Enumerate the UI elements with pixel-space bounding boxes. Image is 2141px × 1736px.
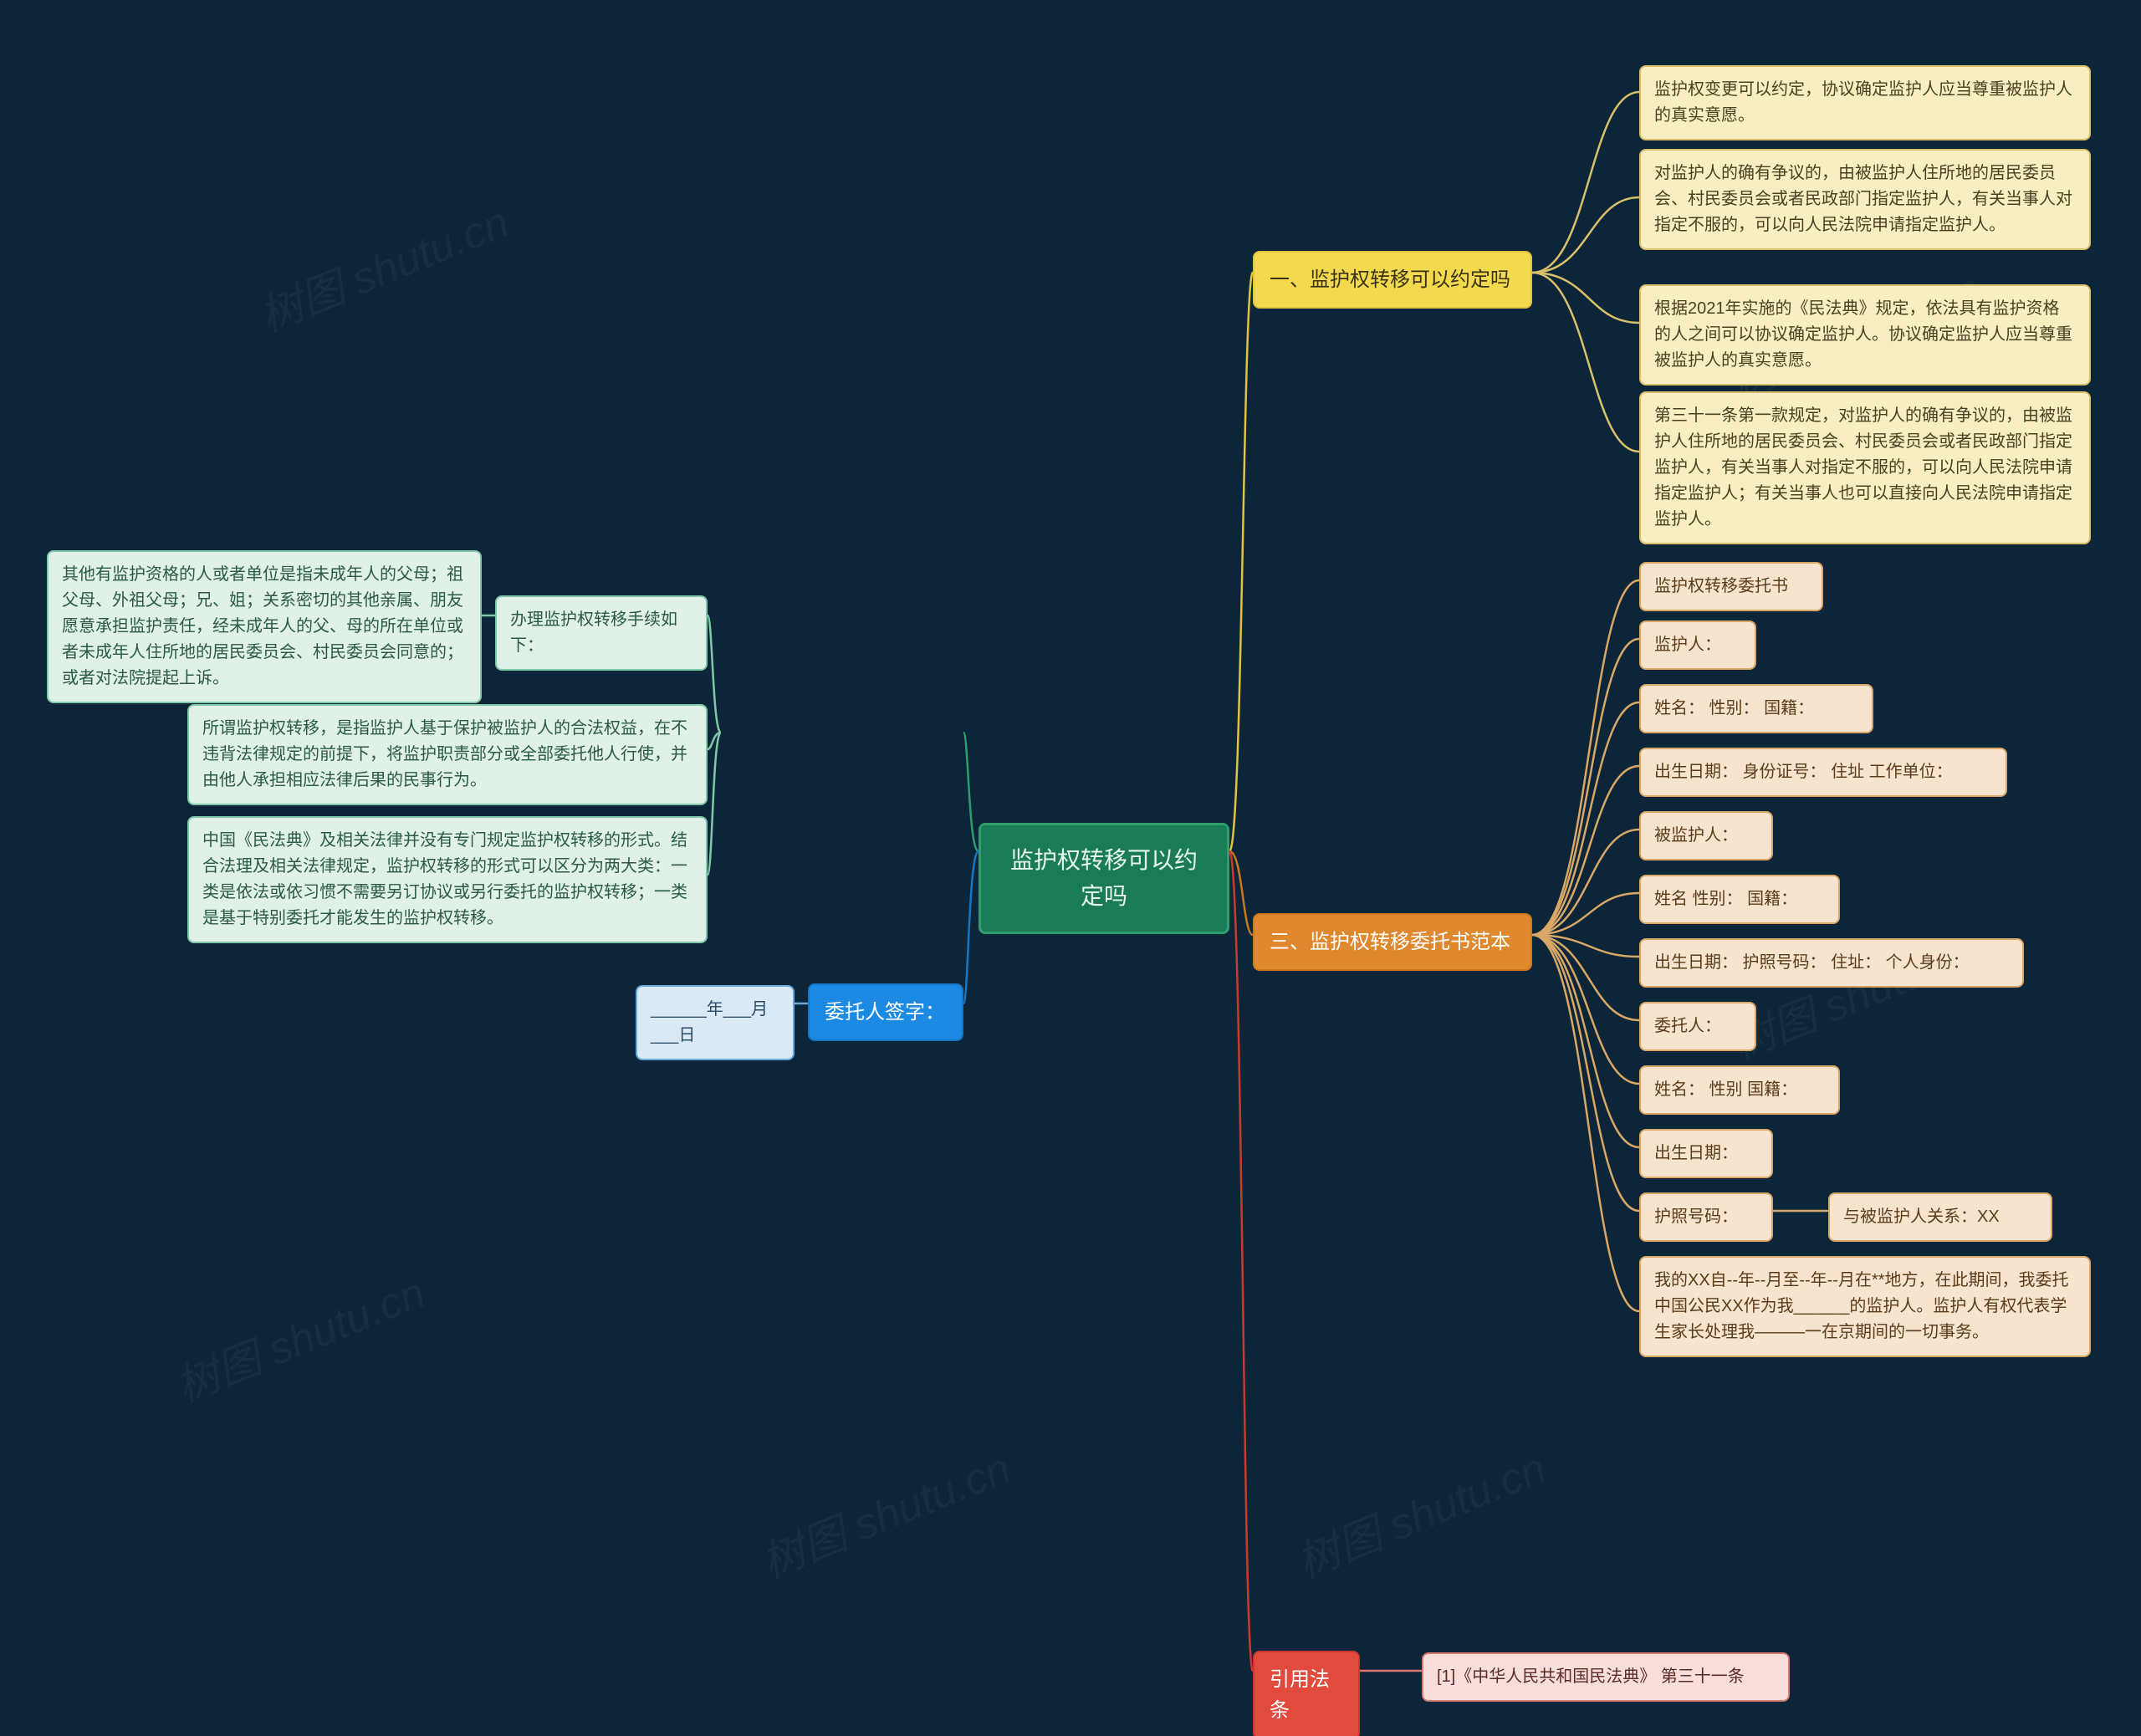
branch-3-leaf-1: 监护人： bbox=[1639, 620, 1756, 670]
branch-3-leaf-3: 出生日期： 身份证号： 住址 工作单位： bbox=[1639, 748, 2007, 797]
branch-4-title[interactable]: 引用法条 bbox=[1253, 1651, 1360, 1736]
branch-1-leaf-2: 根据2021年实施的《民法典》规定，依法具有监护资格的人之间可以协议确定监护人。… bbox=[1639, 284, 2091, 385]
branch-2-child-a: 办理监护权转移手续如下： bbox=[495, 595, 708, 671]
branch-3-leaf-8: 姓名： 性别 国籍： bbox=[1639, 1065, 1840, 1115]
branch-4-leaf: [1]《中华人民共和国民法典》 第三十一条 bbox=[1422, 1652, 1790, 1702]
watermark: 树图 shutu.cn bbox=[750, 1433, 1018, 1590]
branch-1-leaf-0: 监护权变更可以约定，协议确定监护人应当尊重被监护人的真实意愿。 bbox=[1639, 65, 2091, 140]
branch-3-leaf-6: 出生日期： 护照号码： 住址： 个人身份： bbox=[1639, 938, 2024, 988]
branch-3-passport-side: 与被监护人关系：XX bbox=[1828, 1192, 2052, 1242]
branch-3-leaf-11: 我的XX自--年--月至--年--月在**地方，在此期间，我委托中国公民XX作为… bbox=[1639, 1256, 2091, 1357]
watermark: 树图 shutu.cn bbox=[248, 187, 516, 345]
branch-3-leaf-5: 姓名 性别： 国籍： bbox=[1639, 875, 1840, 924]
branch-5-leaf: ______年___月___日 bbox=[636, 985, 795, 1060]
branch-3-leaf-7: 委托人： bbox=[1639, 1002, 1756, 1051]
branch-2-leaf-1: 中国《民法典》及相关法律并没有专门规定监护权转移的形式。结合法理及相关法律规定，… bbox=[187, 816, 708, 943]
branch-3-title[interactable]: 三、监护权转移委托书范本 bbox=[1253, 913, 1532, 971]
branch-3-leaf-2: 姓名： 性别： 国籍： bbox=[1639, 684, 1873, 733]
branch-1-leaf-1: 对监护人的确有争议的，由被监护人住所地的居民委员会、村民委员会或者民政部门指定监… bbox=[1639, 149, 2091, 250]
branch-1-title[interactable]: 一、监护权转移可以约定吗 bbox=[1253, 251, 1532, 309]
branch-3-leaf-0: 监护权转移委托书 bbox=[1639, 562, 1823, 611]
watermark: 树图 shutu.cn bbox=[165, 1258, 432, 1415]
branch-3-leaf-4: 被监护人： bbox=[1639, 811, 1773, 860]
branch-3-leaf-9: 出生日期： bbox=[1639, 1129, 1773, 1178]
branch-1-leaf-3: 第三十一条第一款规定，对监护人的确有争议的，由被监护人住所地的居民委员会、村民委… bbox=[1639, 391, 2091, 544]
branch-5-title[interactable]: 委托人签字： bbox=[808, 983, 963, 1041]
branch-2-leaf-0: 所谓监护权转移，是指监护人基于保护被监护人的合法权益，在不违背法律规定的前提下，… bbox=[187, 704, 708, 805]
branch-2-grandchild: 其他有监护资格的人或者单位是指未成年人的父母；祖父母、外祖父母；兄、姐；关系密切… bbox=[47, 550, 482, 703]
root-node[interactable]: 监护权转移可以约定吗 bbox=[979, 823, 1229, 934]
watermark: 树图 shutu.cn bbox=[1285, 1433, 1553, 1590]
branch-3-leaf-10: 护照号码： bbox=[1639, 1192, 1773, 1242]
